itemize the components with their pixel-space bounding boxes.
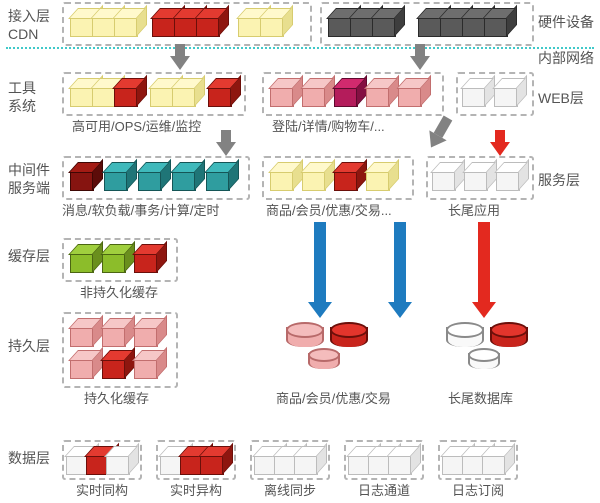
- cube-icon: [380, 8, 410, 38]
- cube-icon: [208, 446, 238, 476]
- cube-icon: [504, 162, 534, 192]
- cube-icon: [114, 446, 144, 476]
- separator-line: [6, 47, 594, 49]
- group-caption: 登陆/详情/购物车/...: [272, 116, 385, 135]
- cube-icon: [374, 162, 404, 192]
- cube-icon: [268, 8, 298, 38]
- cube-icon: [122, 78, 152, 108]
- group-caption: 离线同步: [264, 480, 316, 499]
- group-caption: 实时同构: [76, 480, 128, 499]
- row-label-right: WEB层: [538, 90, 584, 108]
- row-label-right: 服务层: [538, 172, 580, 190]
- group-caption: 实时异构: [170, 480, 222, 499]
- cube-icon: [214, 162, 244, 192]
- row-label-left: 数据层: [8, 450, 50, 468]
- group-caption: 日志订阅: [452, 480, 504, 499]
- cube-icon: [502, 78, 532, 108]
- cube-icon: [204, 8, 234, 38]
- group-caption: 高可用/OPS/运维/监控: [72, 116, 201, 135]
- cube-icon: [122, 8, 152, 38]
- cylinder-icon: [468, 348, 496, 374]
- group-caption: 长尾应用: [448, 200, 500, 219]
- group-caption: 商品/会员/优惠/交易...: [266, 200, 392, 219]
- row-label-right: 内部网络: [538, 50, 594, 68]
- cube-icon: [142, 318, 172, 348]
- row-label-left: 工具 系统: [8, 80, 36, 115]
- row-label-left: 接入层 CDN: [8, 8, 50, 43]
- group-caption: 日志通道: [358, 480, 410, 499]
- row-label-left: 持久层: [8, 338, 50, 356]
- group-caption: 商品/会员/优惠/交易: [276, 388, 391, 407]
- cube-icon: [142, 350, 172, 380]
- cube-icon: [216, 78, 246, 108]
- group-caption: 长尾数据库: [448, 388, 513, 407]
- group-caption: 持久化缓存: [84, 388, 149, 407]
- row-label-left: 中间件 服务端: [8, 162, 50, 197]
- cube-icon: [396, 446, 426, 476]
- group-caption: 消息/软负载/事务/计算/定时: [62, 200, 219, 219]
- cube-icon: [180, 78, 210, 108]
- row-label-right: 硬件设备: [538, 14, 594, 32]
- row-label-left: 缓存层: [8, 248, 50, 266]
- group-caption: 非持久化缓存: [80, 282, 158, 301]
- cube-icon: [302, 446, 332, 476]
- cube-icon: [490, 446, 520, 476]
- cube-icon: [492, 8, 522, 38]
- cylinder-icon: [308, 348, 336, 374]
- cube-icon: [142, 244, 172, 274]
- cube-icon: [406, 78, 436, 108]
